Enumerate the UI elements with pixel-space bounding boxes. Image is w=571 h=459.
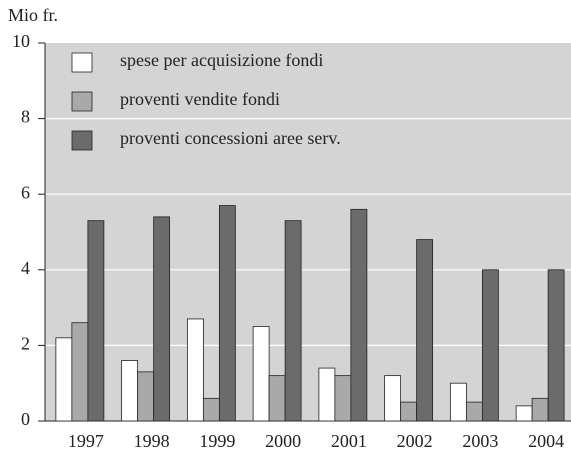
legend-label: spese per acquisizione fondi <box>120 50 323 70</box>
bar <box>186 318 204 422</box>
bar <box>449 382 467 422</box>
y-tick-label: 2 <box>21 334 30 354</box>
x-tick-label: 2002 <box>397 431 433 451</box>
bar <box>465 401 483 422</box>
y-axis-label: Mio fr. <box>8 5 58 25</box>
bar <box>55 337 73 422</box>
x-tick-label: 2001 <box>331 431 367 451</box>
x-tick-label: 2004 <box>528 431 564 451</box>
y-tick-label: 8 <box>21 107 30 127</box>
bar <box>218 205 236 422</box>
bar <box>121 360 139 422</box>
x-tick-label: 2003 <box>462 431 498 451</box>
y-tick-label: 6 <box>21 182 30 202</box>
bar <box>252 326 270 422</box>
bar <box>531 397 549 422</box>
legend-swatch <box>71 130 93 151</box>
legend-label: proventi vendite fondi <box>120 89 280 109</box>
bar <box>202 397 220 422</box>
y-tick-label: 4 <box>21 258 30 278</box>
bar <box>547 269 565 422</box>
x-tick-label: 1998 <box>134 431 170 451</box>
x-tick-label: 1997 <box>68 431 104 451</box>
bar <box>334 375 352 422</box>
y-tick-label: 0 <box>21 409 30 429</box>
bar <box>318 367 336 422</box>
bar <box>350 208 368 422</box>
legend-swatch <box>71 91 93 112</box>
legend-swatch <box>71 52 93 73</box>
bar <box>137 371 155 422</box>
x-tick-label: 2000 <box>265 431 301 451</box>
bar <box>284 220 302 422</box>
bar <box>87 220 105 422</box>
legend-label: proventi concessioni aree serv. <box>120 128 341 148</box>
bar <box>153 216 171 422</box>
x-tick-label: 1999 <box>199 431 235 451</box>
bar <box>71 322 89 422</box>
bar <box>400 401 418 422</box>
bar <box>515 405 533 422</box>
bar <box>416 239 434 422</box>
bar <box>384 375 402 422</box>
bar <box>481 269 499 422</box>
bar <box>268 375 286 422</box>
y-tick-label: 10 <box>12 31 30 51</box>
